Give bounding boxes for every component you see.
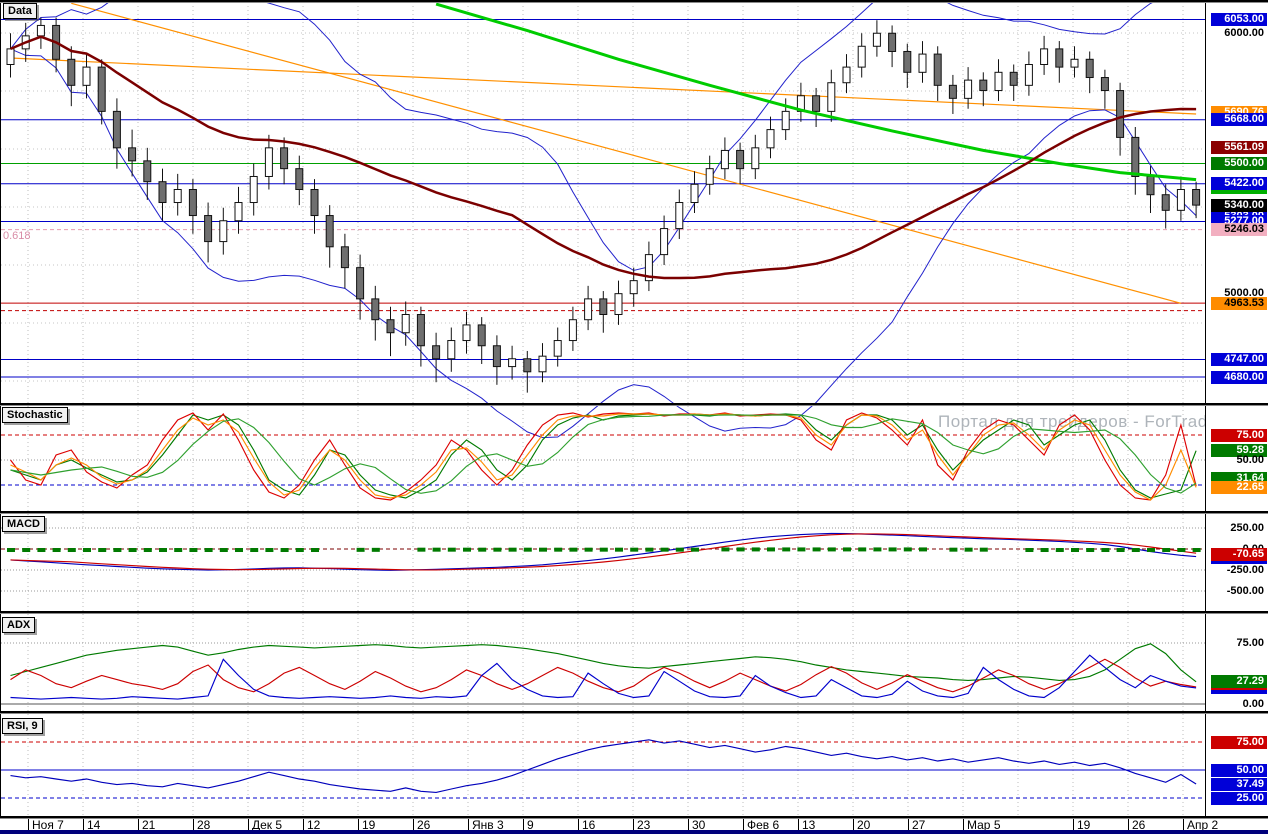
price-scale-label-adx: 75.00 <box>1236 636 1264 649</box>
price-scale-label-main: 6053.00 <box>1211 12 1267 26</box>
price-scale-label-rsi: 25.00 <box>1211 791 1267 805</box>
x-axis-label: Ноя 7 <box>28 819 64 832</box>
price-scale-label-macd: 250.00 <box>1230 521 1264 534</box>
window-bottom-edge <box>0 830 1268 834</box>
price-scale-label-macd: -250.00 <box>1226 563 1264 576</box>
x-axis-label: Дек 5 <box>248 819 282 832</box>
price-scale-label-stochastic: 75.00 <box>1211 428 1267 442</box>
price-scale-label-main: 4680.00 <box>1211 370 1267 384</box>
separator-adx-rsi[interactable] <box>0 711 1268 714</box>
price-scale-label-stochastic: 50.00 <box>1236 453 1264 466</box>
price-scale-label-adx: 0.00 <box>1242 697 1264 710</box>
scale-divider-line <box>1205 0 1206 818</box>
x-axis-label: Янв 3 <box>468 819 504 832</box>
x-axis-label: 19 <box>1073 819 1090 832</box>
x-axis-label: 23 <box>633 819 650 832</box>
tab-data-panel[interactable]: Data <box>3 3 37 19</box>
x-axis-line <box>0 816 1268 819</box>
price-scale-label-main: 5561.09 <box>1211 141 1267 154</box>
price-scale-label-main: 5340.00 <box>1211 198 1267 212</box>
price-scale-label-macd: -70.65 <box>1211 548 1267 562</box>
price-scale-label-macd: -500.00 <box>1226 584 1264 597</box>
tab-adx-panel[interactable]: ADX <box>2 617 36 633</box>
x-axis-label: 14 <box>83 819 100 832</box>
price-scale-column: 6136.225690.766053.006000.005668.005561.… <box>1206 0 1268 818</box>
x-axis-label: 26 <box>413 819 430 832</box>
price-scale-label-main: 5668.00 <box>1211 113 1267 127</box>
tab-macd-panel[interactable]: MACD <box>2 516 45 532</box>
x-axis-label: 21 <box>138 819 155 832</box>
price-scale-label-adx: 27.29 <box>1211 675 1267 689</box>
price-scale-label-stochastic: 22.65 <box>1211 480 1267 494</box>
x-axis-label: 26 <box>1128 819 1145 832</box>
price-scale-label-main: 5000.00 <box>1224 287 1264 300</box>
x-axis-label: 28 <box>193 819 210 832</box>
price-scale-label-rsi: 37.49 <box>1211 777 1267 791</box>
x-axis-label: 30 <box>688 819 705 832</box>
left-border <box>0 0 1 818</box>
x-axis-label: 13 <box>798 819 815 832</box>
x-axis-label: 20 <box>853 819 870 832</box>
x-axis-label: 16 <box>578 819 595 832</box>
x-axis-label: Фев 6 <box>743 819 779 832</box>
chart-canvas <box>1 0 1205 817</box>
x-axis-label: Апр 2 <box>1183 819 1218 832</box>
price-scale-label-main: 5500.00 <box>1211 157 1267 170</box>
chart-plot-area: Портал для трейдеров - ForTrader.ru 0.61… <box>0 0 1205 818</box>
price-scale-label-main: 4963.53 <box>1211 296 1267 310</box>
price-scale-label-main: 6000.00 <box>1224 26 1264 39</box>
price-scale-label-main: 4747.00 <box>1211 353 1267 367</box>
tab-stochastic-panel[interactable]: Stochastic <box>2 407 68 423</box>
price-scale-label-rsi: 50.00 <box>1211 763 1267 777</box>
x-axis-label: 19 <box>358 819 375 832</box>
top-border <box>0 0 1268 3</box>
x-axis-label: 27 <box>908 819 925 832</box>
separator-main-stochastic[interactable] <box>0 403 1268 406</box>
price-scale-label-rsi: 75.00 <box>1211 735 1267 749</box>
x-axis-label: Мар 5 <box>963 819 1001 832</box>
price-scale-label-main: 5246.03 <box>1211 223 1267 237</box>
tab-rsi-panel[interactable]: RSI, 9 <box>2 718 43 734</box>
separator-macd-adx[interactable] <box>0 611 1268 614</box>
price-scale-label-stochastic: 59.28 <box>1211 444 1267 458</box>
x-axis: Ноя 7 14 21 28 Дек 5 12 19 26 Янв 3 9 16 23 30 Фев 6 1… <box>0 819 1268 832</box>
fibonacci-0618-label: 0.618 <box>3 230 31 242</box>
price-scale-label-main: 5422.00 <box>1211 177 1267 191</box>
x-axis-label: 9 <box>523 819 534 832</box>
separator-stochastic-macd[interactable] <box>0 511 1268 514</box>
x-axis-label: 12 <box>303 819 320 832</box>
